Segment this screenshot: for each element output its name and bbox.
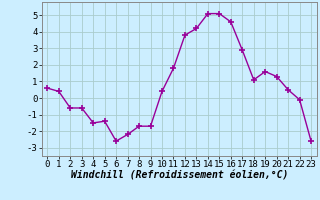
X-axis label: Windchill (Refroidissement éolien,°C): Windchill (Refroidissement éolien,°C) [70,171,288,181]
